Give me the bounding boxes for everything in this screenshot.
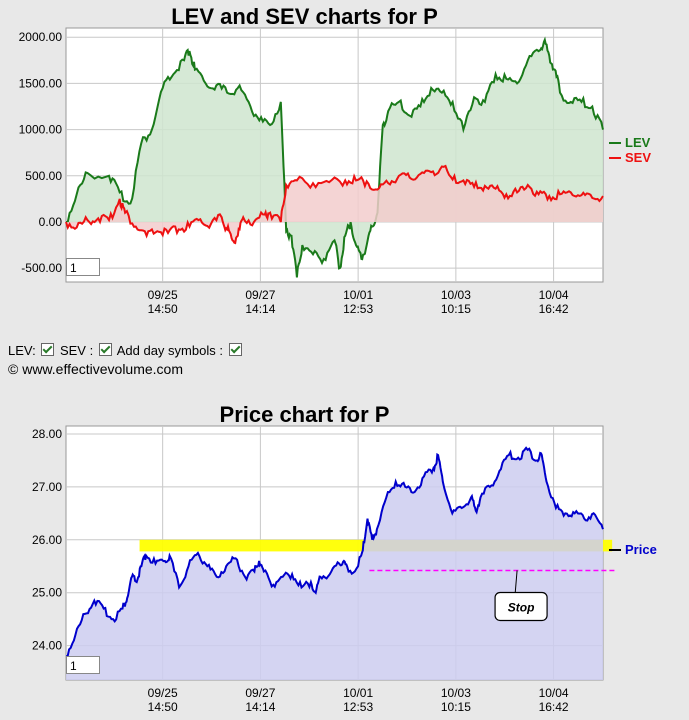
x-tick-label: 10:15 [441, 302, 471, 316]
lev-zoom-input[interactable]: 1 [66, 258, 100, 276]
y-tick-label: 27.00 [32, 480, 62, 494]
lev-toggle-label: LEV: [8, 343, 36, 358]
x-tick-label: 14:14 [245, 700, 275, 714]
legend-label-lev: LEV [625, 135, 651, 150]
day-symbols-label: Add day symbols : [116, 343, 223, 358]
y-tick-label: 2000.00 [19, 30, 63, 44]
x-tick-label: 16:42 [539, 302, 569, 316]
x-tick-label: 10/04 [539, 686, 569, 700]
stop-callout-pointer [514, 570, 518, 595]
x-tick-label: 14:14 [245, 302, 275, 316]
legend-label-sev: SEV [625, 150, 651, 165]
series-line-lev [66, 36, 604, 278]
lev-chart-title: LEV and SEV charts for P [171, 4, 438, 29]
x-tick-label: 10/03 [441, 686, 471, 700]
x-tick-label: 14:50 [148, 700, 178, 714]
legend-label-price: Price [625, 542, 657, 557]
y-tick-label: 26.00 [32, 533, 62, 547]
series-line-sev [65, 164, 604, 245]
y-tick-label: 1000.00 [19, 123, 63, 137]
y-tick-label: -500.00 [21, 261, 62, 275]
chart-controls: LEV: SEV : Add day symbols : [8, 343, 244, 358]
x-tick-label: 12:53 [343, 302, 373, 316]
x-tick-label: 14:50 [148, 302, 178, 316]
copyright-text: © www.effectivevolume.com [8, 361, 184, 377]
x-tick-label: 10/03 [441, 288, 471, 302]
price-zoom-input[interactable]: 1 [66, 656, 100, 674]
y-tick-label: 28.00 [32, 427, 62, 441]
x-tick-label: 09/25 [148, 686, 178, 700]
stop-callout [494, 591, 548, 622]
y-tick-label: 0.00 [39, 215, 63, 229]
lev-checkbox[interactable] [41, 343, 55, 356]
y-tick-label: 1500.00 [19, 76, 63, 90]
y-tick-label: 24.00 [32, 639, 62, 653]
x-tick-label: 16:42 [539, 700, 569, 714]
sev-toggle-label: SEV : [59, 343, 94, 358]
series-area-price [66, 447, 603, 680]
x-tick-label: 10/04 [539, 288, 569, 302]
x-tick-label: 09/27 [245, 288, 275, 302]
series-area-sev [66, 166, 603, 243]
y-tick-label: 500.00 [25, 169, 62, 183]
x-tick-label: 09/27 [245, 686, 275, 700]
day-symbols-checkbox[interactable] [228, 343, 242, 356]
sev-checkbox[interactable] [98, 343, 112, 356]
x-tick-label: 10/01 [343, 288, 373, 302]
y-tick-label: 25.00 [32, 586, 62, 600]
x-tick-label: 10/01 [343, 686, 373, 700]
x-tick-label: 10:15 [441, 700, 471, 714]
x-tick-label: 12:53 [343, 700, 373, 714]
x-tick-label: 09/25 [148, 288, 178, 302]
price-chart-title: Price chart for P [219, 402, 390, 427]
series-line-price [65, 446, 604, 658]
stop-label: Stop [508, 600, 535, 614]
